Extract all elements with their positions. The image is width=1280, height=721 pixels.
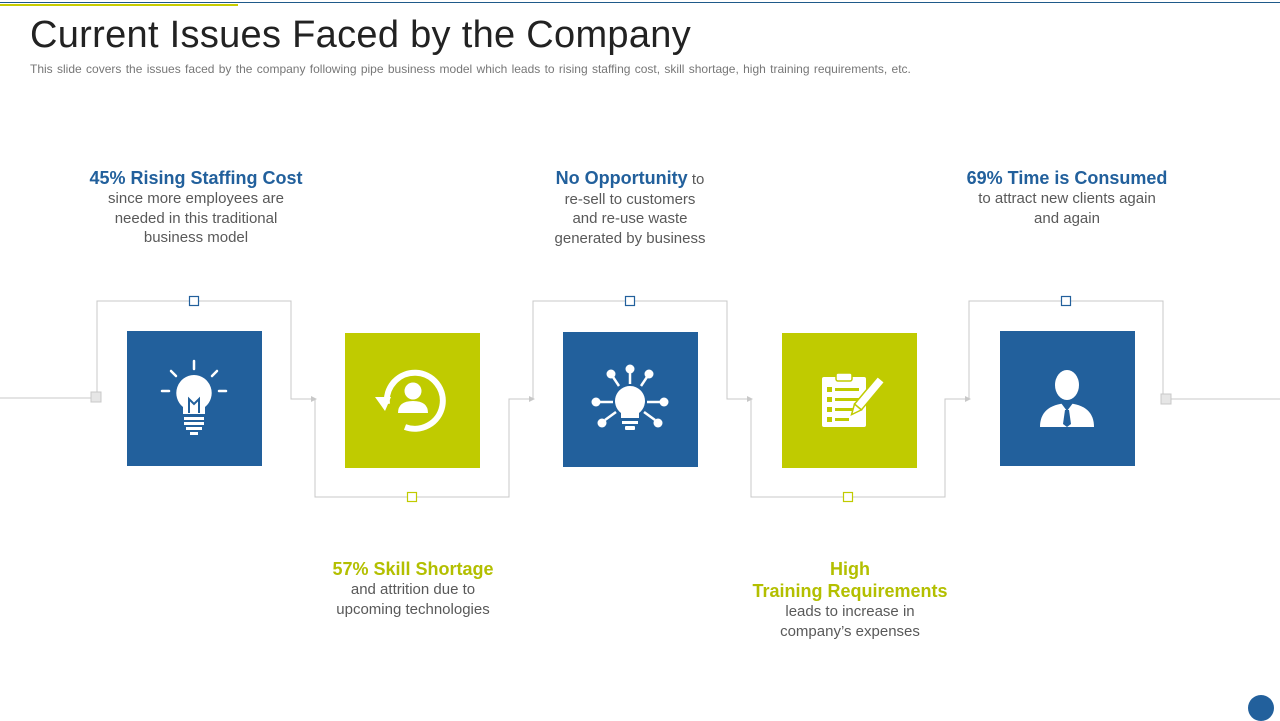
step-4-line-1: leads to increase in — [785, 603, 915, 620]
user-cycle-icon — [375, 369, 446, 432]
step-3-line-1: re-sell to customers — [564, 190, 696, 208]
step-5-text: 69% Time is Consumed to attract new clie… — [937, 167, 1197, 228]
node-marker-5 — [1060, 295, 1072, 307]
step-1-line-3: business model — [143, 229, 249, 246]
step-3-heading-suffix: to — [691, 171, 705, 188]
step-2-line-1: and attrition due to — [350, 581, 476, 598]
step-3-text: No Opportunity to re-sell to customers a… — [500, 167, 760, 248]
node-marker-4 — [842, 491, 854, 503]
top-rule — [0, 2, 1280, 3]
top-accent-rule — [0, 4, 238, 6]
step-1-heading: 45% Rising Staffing Cost — [89, 168, 303, 188]
page-subtitle: This slide covers the issues faced by th… — [30, 62, 911, 76]
step-3-heading: No Opportunity — [555, 168, 688, 188]
node-marker-2 — [406, 491, 418, 503]
corner-dot — [1248, 695, 1274, 721]
lightbulb-icon — [160, 359, 228, 435]
step-4-heading-line-1: High — [830, 559, 870, 579]
step-4-box — [782, 333, 917, 468]
step-2-heading: 57% Skill Shortage — [332, 559, 494, 579]
clipboard-pen-icon — [822, 372, 886, 427]
step-5-line-1: to attract new clients again — [978, 190, 1156, 207]
businessman-icon — [1040, 370, 1094, 427]
step-2-box — [345, 333, 480, 468]
page-title: Current Issues Faced by the Company — [30, 14, 692, 56]
step-1-text: 45% Rising Staffing Cost since more empl… — [66, 167, 326, 248]
step-2-line-2: upcoming technologies — [336, 600, 490, 618]
step-4-text: High Training Requirements leads to incr… — [720, 558, 980, 641]
step-3-line-2: and re-use waste — [572, 210, 688, 227]
step-3-box — [563, 332, 698, 467]
step-4-heading-line-2: Training Requirements — [752, 581, 948, 601]
step-5-heading: 69% Time is Consumed — [966, 168, 1168, 188]
step-4-line-2: company’s expenses — [780, 622, 920, 640]
step-5-box — [1000, 331, 1135, 466]
step-5-line-2: and again — [1034, 209, 1100, 227]
step-3-line-3: generated by business — [554, 229, 706, 247]
step-1-line-2: needed in this traditional — [114, 209, 278, 227]
step-1-line-1: since more employees are — [108, 190, 284, 207]
idea-network-icon — [591, 364, 669, 430]
flow-end-marker — [1160, 393, 1172, 405]
node-marker-1 — [188, 295, 200, 307]
flow-start-marker — [90, 391, 102, 403]
step-2-text: 57% Skill Shortage and attrition due to … — [283, 558, 543, 619]
node-marker-3 — [624, 295, 636, 307]
step-1-box — [127, 331, 262, 466]
